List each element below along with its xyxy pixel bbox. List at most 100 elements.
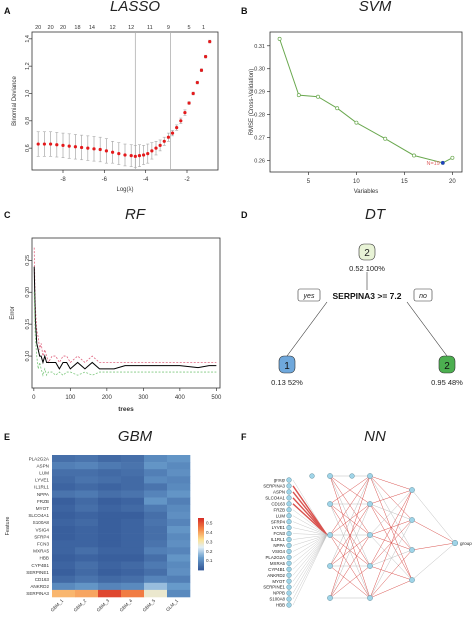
gbm-heat-cell [98, 476, 122, 484]
gbm-legend-swatch [198, 551, 204, 554]
svm-x-tick-label: 5 [307, 179, 311, 185]
nn-hidden-edge [369, 549, 413, 567]
gbm-row-label: FCN3 [37, 541, 49, 546]
svm-y-tick-label: 0.27 [254, 136, 265, 142]
nn-hidden-edge [369, 503, 413, 581]
gbm-legend-swatch [198, 531, 204, 533]
panel-a-letter: A [4, 6, 11, 16]
dt-root-class: 2 [364, 248, 370, 259]
nn-hidden-node [327, 563, 333, 569]
svm-point [316, 94, 320, 99]
lasso-y-tick-label: 1.0 [25, 90, 31, 98]
panel-e-title: GBM [117, 428, 153, 445]
lasso-point [42, 142, 47, 146]
dt-root-stats: 0.52 100% [349, 264, 385, 273]
gbm-heat-cell [167, 504, 191, 513]
lasso-point [80, 145, 84, 150]
gbm-heat-cell [167, 469, 191, 477]
nn-input-node [286, 513, 292, 519]
gbm-heat-cell [144, 455, 168, 463]
nn-input-node [286, 483, 292, 489]
gbm-heat-cell [98, 547, 122, 555]
gbm-y-axis-label: Feature [5, 517, 11, 536]
gbm-heat-cell [52, 476, 76, 484]
gbm-row-label: S100A8 [33, 520, 50, 525]
gbm-row-label: SERPINE1 [26, 570, 49, 575]
gbm-heat-cell [98, 526, 122, 534]
gbm-heat-cell [52, 540, 76, 548]
lasso-point [158, 143, 162, 148]
rf-x-tick-label: 200 [102, 395, 113, 401]
lasso-plot-frame [31, 31, 219, 171]
svm-x-tick-label: 20 [449, 179, 456, 185]
gbm-heat-cell [121, 582, 145, 591]
nn-hidden-node [327, 501, 333, 507]
svm-y-tick-label: 0.30 [254, 67, 265, 73]
lasso-point [208, 39, 212, 44]
gbm-heat-cell [75, 504, 99, 513]
nn-input-label: LYVE1 [272, 525, 286, 530]
nn-input-node [286, 554, 292, 560]
gbm-heat-cell [144, 526, 168, 534]
nn-input-node [286, 542, 292, 549]
nn-hidden-edge [411, 542, 456, 581]
nn-hidden-edge [369, 489, 413, 567]
gbm-heat-cell [75, 490, 99, 498]
gbm-heat-cell [52, 518, 76, 527]
lasso-top-count: 9 [167, 25, 170, 31]
gbm-legend-tick: 0.4 [206, 530, 213, 535]
lasso-point [36, 142, 40, 146]
nn-input-label: FRZB [274, 507, 286, 512]
svm-y-tick-label: 0.29 [254, 90, 265, 96]
gbm-heat-cell [121, 540, 145, 548]
lasso-top-count: 12 [110, 25, 116, 31]
lasso-top-count: 5 [188, 25, 191, 31]
gbm-heat-cell [144, 511, 168, 520]
gbm-legend-swatch [198, 564, 204, 567]
dt-split-condition: SERPINA3 >= 7.2 [333, 291, 402, 301]
gbm-heat-cell [167, 540, 191, 548]
nn-input-label: MYOT [272, 579, 285, 584]
gbm-legend-swatch [198, 563, 204, 566]
nn-hidden-edge [369, 503, 413, 521]
lasso-top-count: 18 [74, 25, 80, 31]
gbm-heat-cell [167, 497, 191, 505]
gbm-legend-swatch [198, 545, 204, 547]
rf-x-axis-label: trees [118, 406, 134, 413]
gbm-row-label: LYVE1 [35, 478, 49, 483]
gbm-heat-cell [75, 497, 99, 505]
nn-input-edge [292, 534, 328, 558]
nn-input-node [286, 566, 292, 572]
lasso-top-count: 14 [89, 25, 95, 31]
nn-hidden-edge [329, 503, 371, 599]
lasso-point [67, 144, 71, 148]
rf-series-line [33, 292, 217, 377]
lasso-point [86, 146, 90, 150]
nn-input-label: IL1RL1 [271, 537, 286, 542]
panel-d-title: DT [365, 206, 385, 223]
gbm-heat-cell [167, 462, 191, 470]
gbm-legend-swatch [198, 547, 204, 550]
nn-bias-node [309, 473, 315, 479]
gbm-heat-cell [75, 540, 99, 548]
nn-input-label: CYP4B1 [268, 567, 285, 572]
rf-x-tick-label: 400 [175, 395, 186, 401]
dt-left-class: 1 [284, 361, 290, 372]
dt-right-stats: 0.95 48% [431, 378, 463, 387]
gbm-heat-cell [144, 462, 168, 470]
nn-input-node [286, 578, 292, 584]
lasso-y-tick-label: 0.6 [25, 144, 31, 152]
nn-input-node [286, 536, 292, 543]
lasso-x-axis-label: Log(λ) [116, 187, 133, 193]
nn-input-node [286, 590, 292, 596]
gbm-heat-cell [52, 490, 76, 498]
gbm-row-label: PLA2G2A [29, 456, 50, 461]
panel-b-letter: B [241, 6, 248, 16]
lasso-x-tick-label: -2 [184, 177, 190, 183]
lasso-point [142, 153, 146, 157]
lasso-point [150, 149, 154, 153]
gbm-heat-cell [167, 575, 191, 584]
lasso-point [61, 143, 65, 148]
rf-y-tick-label: 0.25 [25, 255, 31, 266]
dt-left-edge [286, 301, 328, 357]
